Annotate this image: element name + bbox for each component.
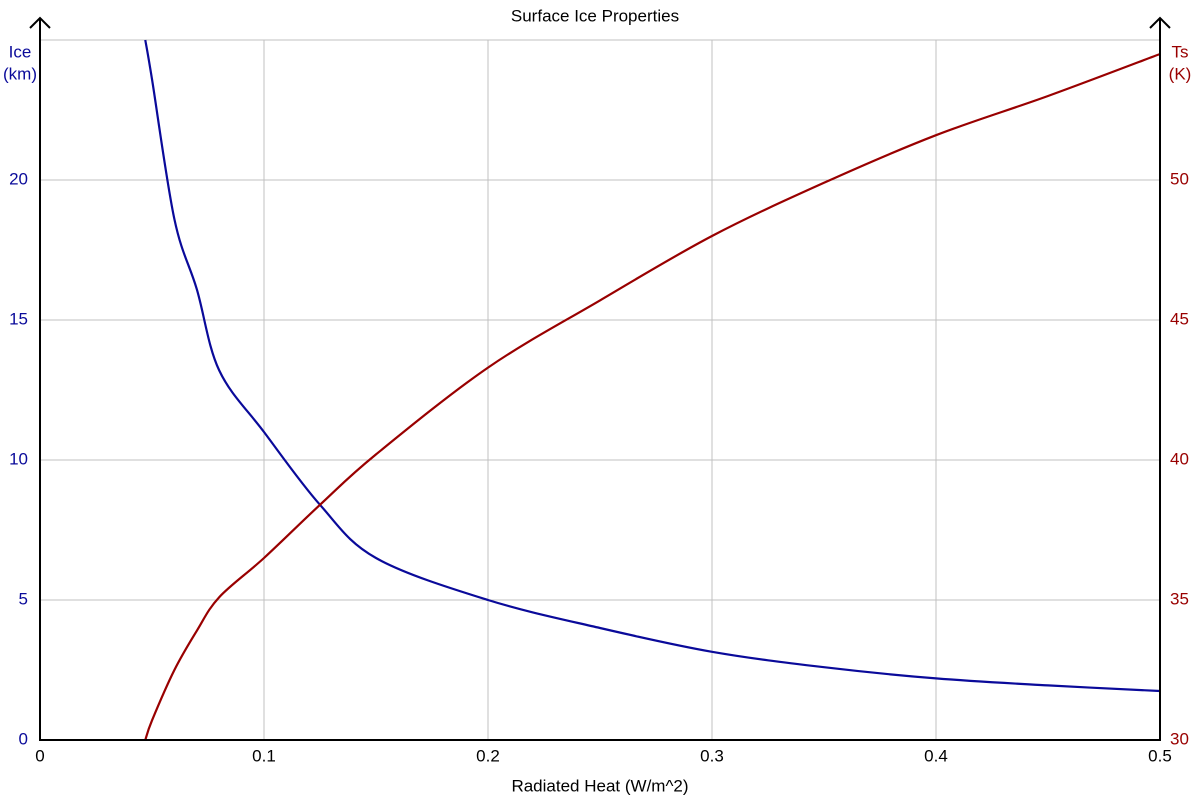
y2-tick-label: 45: [1170, 309, 1189, 328]
y-tick-label: 20: [9, 169, 28, 188]
axes: [29, 16, 1171, 741]
x-tick-label: 0.1: [252, 746, 276, 765]
y-tick-label: 0: [19, 729, 28, 748]
y-tick-label: 10: [9, 449, 28, 468]
grid: [39, 39, 1161, 741]
line-series: [144, 52, 1161, 741]
plot: [144, 39, 1161, 741]
y-axis-unit: (km): [3, 64, 37, 83]
y2-axis-label: Ts: [1172, 42, 1189, 61]
y-tick-label: 15: [9, 309, 28, 328]
line-series: [144, 39, 1161, 693]
y2-axis-arrow: [1149, 16, 1171, 29]
x-tick-label: 0.2: [476, 746, 500, 765]
x-tick-label: 0.3: [700, 746, 724, 765]
y-tick-label: 5: [19, 589, 28, 608]
x-tick-label: 0.5: [1148, 746, 1172, 765]
x-axis-label: Radiated Heat (W/m^2): [511, 776, 688, 795]
x-tick-label: 0.4: [924, 746, 948, 765]
chart-title: Surface Ice Properties: [511, 6, 679, 25]
y2-tick-label: 30: [1170, 729, 1189, 748]
y-axis-label: Ice: [9, 42, 32, 61]
y-axis-arrow: [29, 16, 51, 29]
y2-tick-label: 35: [1170, 589, 1189, 608]
y2-tick-label: 40: [1170, 449, 1189, 468]
y2-tick-label: 50: [1170, 169, 1189, 188]
y2-axis-unit: (K): [1169, 64, 1192, 83]
x-tick-label: 0: [35, 746, 44, 765]
